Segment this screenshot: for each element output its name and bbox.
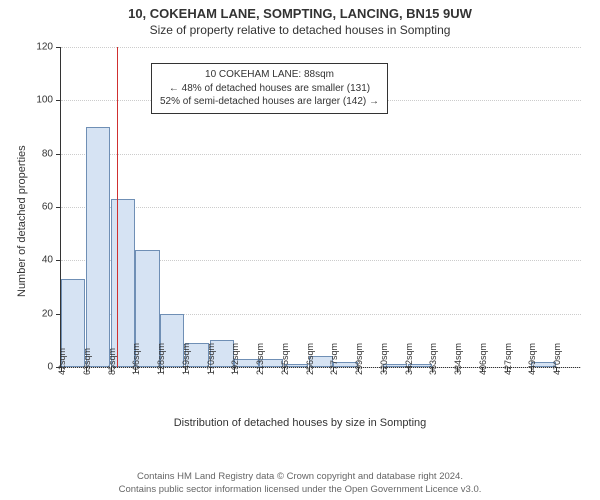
xtick-label: 256sqm (305, 343, 315, 375)
ytick-label: 60 (42, 202, 61, 213)
xtick-label: 384sqm (453, 343, 463, 375)
ytick-label: 80 (42, 148, 61, 159)
x-axis-title: Distribution of detached houses by size … (0, 417, 600, 429)
xtick-label: 128sqm (156, 343, 166, 375)
ytick-label: 40 (42, 255, 61, 266)
footer-line1: Contains HM Land Registry data © Crown c… (0, 471, 600, 483)
xtick-label: 449sqm (527, 343, 537, 375)
footer: Contains HM Land Registry data © Crown c… (0, 471, 600, 496)
xtick-label: 235sqm (280, 343, 290, 375)
footer-line2: Contains public sector information licen… (0, 484, 600, 496)
annotation-box: 10 COKEHAM LANE: 88sqm← 48% of detached … (151, 63, 388, 114)
xtick-label: 149sqm (181, 343, 191, 375)
histogram-bar (111, 199, 135, 367)
chart-container: 02040608010012042sqm63sqm85sqm106sqm128s… (0, 37, 600, 457)
plot-area: 02040608010012042sqm63sqm85sqm106sqm128s… (60, 47, 581, 368)
gridline (61, 47, 581, 48)
reference-line (117, 47, 118, 367)
xtick-label: 406sqm (478, 343, 488, 375)
annotation-line: 10 COKEHAM LANE: 88sqm (160, 68, 379, 82)
xtick-label: 277sqm (329, 343, 339, 375)
xtick-label: 427sqm (503, 343, 513, 375)
gridline (61, 207, 581, 208)
xtick-label: 363sqm (428, 343, 438, 375)
annotation-line: 52% of semi-detached houses are larger (… (160, 95, 379, 109)
xtick-label: 170sqm (206, 343, 216, 375)
xtick-label: 342sqm (404, 343, 414, 375)
xtick-label: 63sqm (82, 348, 92, 375)
ytick-label: 100 (36, 95, 61, 106)
xtick-label: 42sqm (57, 348, 67, 375)
gridline (61, 154, 581, 155)
title-sub: Size of property relative to detached ho… (0, 23, 600, 37)
annotation-line: ← 48% of detached houses are smaller (13… (160, 82, 379, 96)
chart-title-block: 10, COKEHAM LANE, SOMPTING, LANCING, BN1… (0, 0, 600, 37)
xtick-label: 106sqm (131, 343, 141, 375)
xtick-label: 299sqm (354, 343, 364, 375)
ytick-label: 120 (36, 42, 61, 53)
xtick-label: 320sqm (379, 343, 389, 375)
ytick-label: 20 (42, 308, 61, 319)
xtick-label: 85sqm (107, 348, 117, 375)
xtick-label: 470sqm (552, 343, 562, 375)
xtick-label: 192sqm (230, 343, 240, 375)
title-main: 10, COKEHAM LANE, SOMPTING, LANCING, BN1… (0, 6, 600, 21)
xtick-label: 213sqm (255, 343, 265, 375)
histogram-bar (86, 127, 110, 367)
y-axis-title: Number of detached properties (16, 145, 28, 297)
